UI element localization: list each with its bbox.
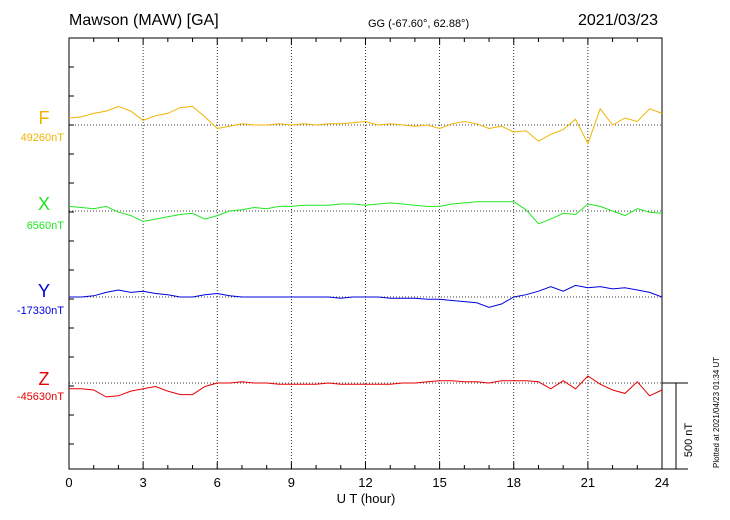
x-tick-label: 9 (288, 475, 295, 490)
x-tick-label: 21 (581, 475, 595, 490)
series-group: F 49260nT X 6560nT Y -17330nT Z -45630nT (17, 105, 663, 403)
series-line-f (68, 105, 663, 145)
scale-bar: 500 nT (662, 382, 695, 470)
x-tick-label: 12 (358, 475, 372, 490)
x-tick-label: 24 (655, 475, 669, 490)
axis-ticks (68, 38, 663, 469)
series-baseline-f: 49260nT (21, 132, 65, 144)
scale-bar-label: 500 nT (683, 423, 695, 458)
x-tick-label: 18 (507, 475, 521, 490)
series-baseline-z: -45630nT (17, 391, 64, 403)
series-baseline-x: 6560nT (27, 220, 65, 232)
series-label-z: Z (39, 369, 50, 389)
series-label-x: X (38, 194, 50, 214)
series-line-y (69, 284, 663, 308)
x-tick-label: 6 (214, 475, 221, 490)
series-line-z (69, 375, 663, 398)
x-tick-label: 0 (65, 475, 72, 490)
x-axis-label: U T (hour) (337, 491, 396, 506)
x-tick-label: 15 (432, 475, 446, 490)
station-coordinates: GG (-67.60°, 62.88°) (368, 18, 470, 30)
series-label-y: Y (38, 281, 50, 301)
station-title: Mawson (MAW) [GA] (69, 12, 219, 29)
series-baseline-y: -17330nT (17, 305, 64, 317)
series-line-x (68, 201, 663, 225)
x-tick-label: 3 (140, 475, 147, 490)
grid-lines (69, 38, 662, 469)
series-label-f: F (39, 108, 50, 128)
x-tick-labels: 0 3 6 9 12 15 18 21 24 (65, 475, 669, 490)
chart-date: 2021/03/23 (578, 12, 659, 29)
